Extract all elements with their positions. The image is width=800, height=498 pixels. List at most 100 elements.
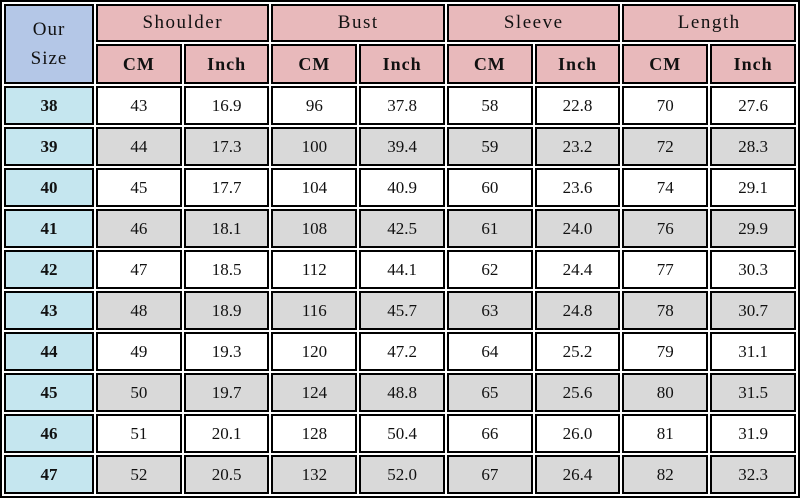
size-cell: 40 bbox=[4, 168, 95, 207]
measurement-cell: 64 bbox=[446, 332, 533, 371]
measurement-cell: 16.9 bbox=[183, 86, 270, 125]
measurement-cell: 30.7 bbox=[710, 291, 796, 330]
table-body: 38 43 16.9 96 37.8 58 22.8 70 27.6 39 44 17.3 100 39.… bbox=[4, 86, 796, 494]
measurement-cell: 19.3 bbox=[183, 332, 270, 371]
measurement-cell: 31.1 bbox=[710, 332, 796, 371]
measurement-cell: 31.9 bbox=[710, 414, 796, 453]
size-cell: 41 bbox=[4, 209, 95, 248]
table-row: 42 47 18.5 112 44.1 62 24.4 77 30.3 bbox=[4, 250, 796, 289]
measurement-cell: 25.6 bbox=[534, 373, 621, 412]
measurement-cell: 74 bbox=[622, 168, 709, 207]
measurement-cell: 80 bbox=[622, 373, 709, 412]
size-cell: 39 bbox=[4, 127, 95, 166]
measurement-cell: 23.6 bbox=[534, 168, 621, 207]
measurement-cell: 128 bbox=[271, 414, 358, 453]
measurement-cell: 51 bbox=[96, 414, 182, 453]
measurement-cell: 28.3 bbox=[710, 127, 796, 166]
measurement-cell: 65 bbox=[446, 373, 533, 412]
measurement-cell: 22.8 bbox=[534, 86, 621, 125]
group-header-sleeve: Sleeve bbox=[446, 4, 621, 42]
measurement-cell: 44.1 bbox=[359, 250, 445, 289]
measurement-cell: 132 bbox=[271, 455, 358, 494]
measurement-cell: 72 bbox=[622, 127, 709, 166]
measurement-cell: 17.3 bbox=[183, 127, 270, 166]
measurement-cell: 50 bbox=[96, 373, 182, 412]
measurement-cell: 25.2 bbox=[534, 332, 621, 371]
measurement-cell: 124 bbox=[271, 373, 358, 412]
unit-header-cm: CM bbox=[271, 44, 358, 84]
table-row: 39 44 17.3 100 39.4 59 23.2 72 28.3 bbox=[4, 127, 796, 166]
measurement-cell: 120 bbox=[271, 332, 358, 371]
unit-header-inch: Inch bbox=[534, 44, 621, 84]
measurement-cell: 18.5 bbox=[183, 250, 270, 289]
measurement-cell: 108 bbox=[271, 209, 358, 248]
measurement-cell: 24.0 bbox=[534, 209, 621, 248]
measurement-cell: 24.8 bbox=[534, 291, 621, 330]
measurement-cell: 32.3 bbox=[710, 455, 796, 494]
table-row: 38 43 16.9 96 37.8 58 22.8 70 27.6 bbox=[4, 86, 796, 125]
table-row: 40 45 17.7 104 40.9 60 23.6 74 29.1 bbox=[4, 168, 796, 207]
measurement-cell: 48 bbox=[96, 291, 182, 330]
measurement-cell: 58 bbox=[446, 86, 533, 125]
measurement-cell: 52.0 bbox=[359, 455, 445, 494]
group-header-row: Our Size Shoulder Bust Sleeve Length bbox=[4, 4, 796, 84]
measurement-cell: 43 bbox=[96, 86, 182, 125]
measurement-cell: 81 bbox=[622, 414, 709, 453]
unit-header-inch: Inch bbox=[710, 44, 796, 84]
size-cell: 38 bbox=[4, 86, 95, 125]
unit-header-inch: Inch bbox=[359, 44, 445, 84]
measurement-cell: 59 bbox=[446, 127, 533, 166]
measurement-cell: 79 bbox=[622, 332, 709, 371]
measurement-cell: 20.5 bbox=[183, 455, 270, 494]
measurement-cell: 78 bbox=[622, 291, 709, 330]
corner-header-our-size: Our Size bbox=[4, 4, 95, 84]
table-row: 43 48 18.9 116 45.7 63 24.8 78 30.7 bbox=[4, 291, 796, 330]
group-header-length: Length bbox=[622, 4, 796, 42]
size-cell: 42 bbox=[4, 250, 95, 289]
measurement-cell: 24.4 bbox=[534, 250, 621, 289]
unit-header-cm: CM bbox=[446, 44, 533, 84]
table-row: 47 52 20.5 132 52.0 67 26.4 82 32.3 bbox=[4, 455, 796, 494]
table-row: 45 50 19.7 124 48.8 65 25.6 80 31.5 bbox=[4, 373, 796, 412]
measurement-cell: 76 bbox=[622, 209, 709, 248]
size-cell: 47 bbox=[4, 455, 95, 494]
measurement-cell: 52 bbox=[96, 455, 182, 494]
measurement-cell: 29.1 bbox=[710, 168, 796, 207]
unit-header-cm: CM bbox=[96, 44, 182, 84]
measurement-cell: 77 bbox=[622, 250, 709, 289]
measurement-cell: 100 bbox=[271, 127, 358, 166]
unit-header-inch: Inch bbox=[183, 44, 270, 84]
measurement-cell: 45 bbox=[96, 168, 182, 207]
group-header-bust: Bust bbox=[271, 4, 445, 42]
measurement-cell: 45.7 bbox=[359, 291, 445, 330]
unit-header-cm: CM bbox=[622, 44, 709, 84]
measurement-cell: 67 bbox=[446, 455, 533, 494]
measurement-cell: 23.2 bbox=[534, 127, 621, 166]
group-header-shoulder: Shoulder bbox=[96, 4, 270, 42]
measurement-cell: 49 bbox=[96, 332, 182, 371]
measurement-cell: 40.9 bbox=[359, 168, 445, 207]
measurement-cell: 18.1 bbox=[183, 209, 270, 248]
measurement-cell: 112 bbox=[271, 250, 358, 289]
measurement-cell: 44 bbox=[96, 127, 182, 166]
size-cell: 46 bbox=[4, 414, 95, 453]
measurement-cell: 60 bbox=[446, 168, 533, 207]
measurement-cell: 19.7 bbox=[183, 373, 270, 412]
measurement-cell: 50.4 bbox=[359, 414, 445, 453]
measurement-cell: 66 bbox=[446, 414, 533, 453]
measurement-cell: 47 bbox=[96, 250, 182, 289]
measurement-cell: 31.5 bbox=[710, 373, 796, 412]
measurement-cell: 47.2 bbox=[359, 332, 445, 371]
measurement-cell: 116 bbox=[271, 291, 358, 330]
measurement-cell: 26.0 bbox=[534, 414, 621, 453]
size-cell: 44 bbox=[4, 332, 95, 371]
measurement-cell: 30.3 bbox=[710, 250, 796, 289]
table-row: 44 49 19.3 120 47.2 64 25.2 79 31.1 bbox=[4, 332, 796, 371]
measurement-cell: 17.7 bbox=[183, 168, 270, 207]
measurement-cell: 29.9 bbox=[710, 209, 796, 248]
measurement-cell: 26.4 bbox=[534, 455, 621, 494]
measurement-cell: 104 bbox=[271, 168, 358, 207]
measurement-cell: 37.8 bbox=[359, 86, 445, 125]
table-row: 41 46 18.1 108 42.5 61 24.0 76 29.9 bbox=[4, 209, 796, 248]
